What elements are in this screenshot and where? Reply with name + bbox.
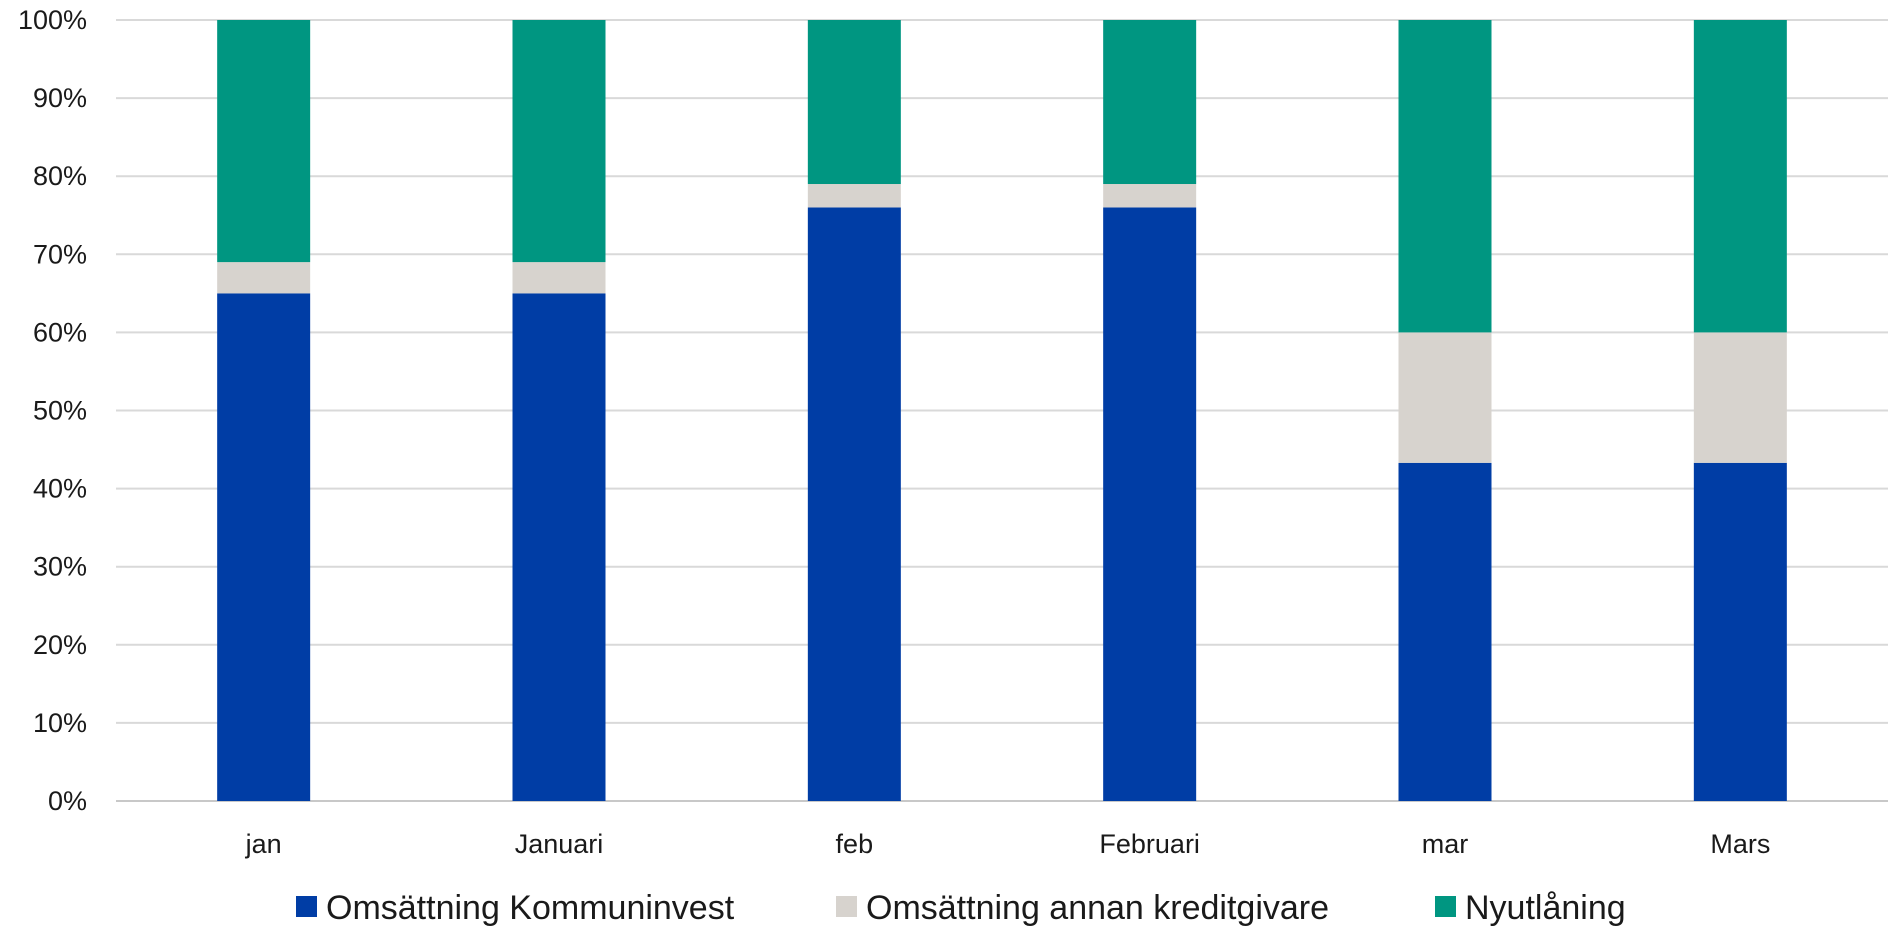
y-axis-tick-labels: 0% 10% 20% 30% 40% 50% 60% 70% 80% 90% 100% [18, 5, 87, 816]
legend-item: Omsättning annan kreditgivare [836, 889, 1329, 927]
bar-segment [1693, 332, 1787, 463]
x-axis-tick-labels: jan Januari feb Februari mar Mars [245, 829, 1771, 859]
y-tick-label: 0% [48, 786, 87, 816]
bar-segment [217, 262, 311, 294]
y-tick-label: 30% [33, 552, 87, 582]
bar-segment [1103, 184, 1197, 208]
bar-segment [807, 184, 901, 208]
bar-segment [217, 293, 311, 801]
y-tick-label: 90% [33, 83, 87, 113]
legend-swatch [1435, 896, 1456, 917]
legend-swatch [836, 896, 857, 917]
bar-segment [1398, 332, 1492, 463]
y-tick-label: 50% [33, 396, 87, 426]
legend: Omsättning Kommuninvest Omsättning annan … [296, 889, 1626, 927]
y-tick-label: 70% [33, 239, 87, 269]
legend-swatch [296, 896, 317, 917]
legend-label: Omsättning annan kreditgivare [866, 889, 1329, 927]
bar-segment [217, 20, 311, 263]
x-tick-label: feb [836, 829, 874, 859]
bar-segment [1398, 462, 1492, 801]
bars [217, 20, 1787, 801]
y-tick-label: 100% [18, 5, 87, 35]
gridlines [116, 19, 1888, 802]
bar-segment [512, 262, 606, 294]
legend-item: Nyutlåning [1435, 889, 1626, 927]
legend-label: Nyutlåning [1465, 889, 1626, 927]
legend-label: Omsättning Kommuninvest [326, 889, 735, 927]
y-tick-label: 10% [33, 708, 87, 738]
x-tick-label: Februari [1099, 829, 1200, 859]
bar-segment [1103, 20, 1197, 185]
bar-segment [807, 207, 901, 801]
x-tick-label: Mars [1710, 829, 1770, 859]
x-tick-label: Januari [515, 829, 604, 859]
legend-item: Omsättning Kommuninvest [296, 889, 735, 927]
bar-segment [512, 20, 606, 263]
x-tick-label: jan [245, 829, 282, 859]
y-tick-label: 80% [33, 161, 87, 191]
bar-segment [1693, 462, 1787, 801]
y-tick-label: 40% [33, 474, 87, 504]
x-tick-label: mar [1422, 829, 1469, 859]
y-tick-label: 60% [33, 317, 87, 347]
bar-segment [1693, 20, 1787, 333]
bar-segment [1103, 207, 1197, 801]
bar-segment [1398, 20, 1492, 333]
y-tick-label: 20% [33, 630, 87, 660]
bar-segment [807, 20, 901, 185]
bar-segment [512, 293, 606, 801]
